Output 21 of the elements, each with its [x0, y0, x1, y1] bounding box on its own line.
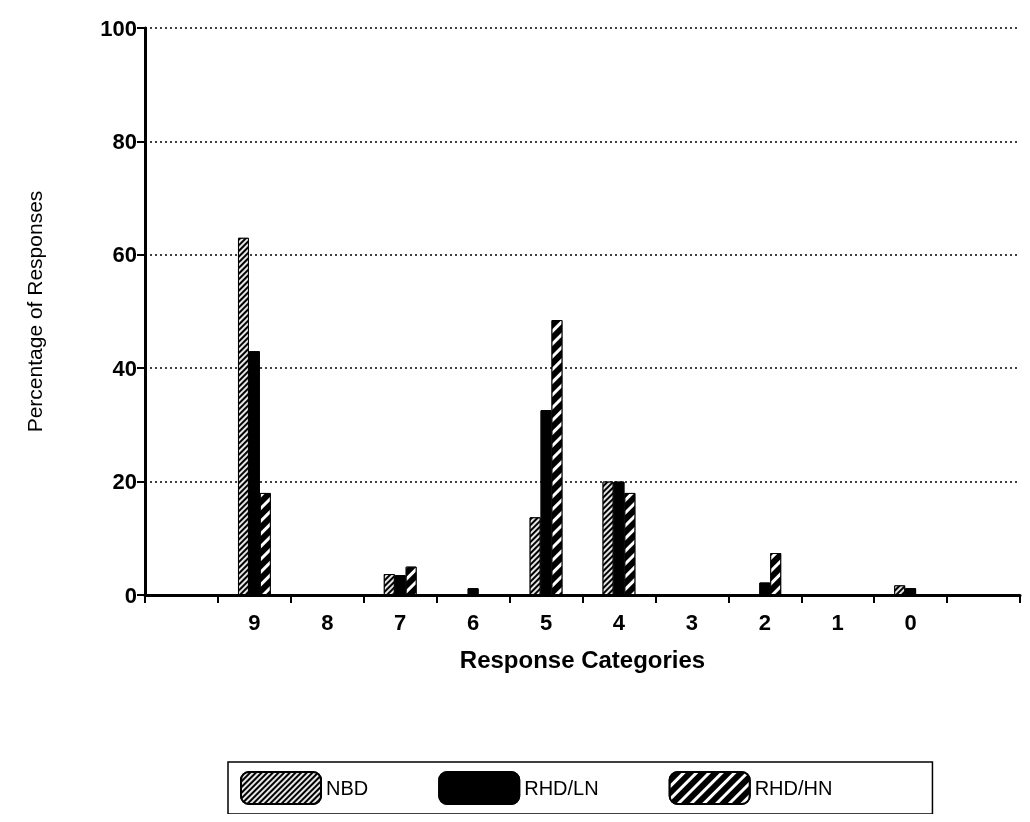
legend-label: RHD/HN [754, 777, 833, 799]
x-tick-label: 1 [831, 609, 844, 635]
y-tick-label: 0 [124, 582, 137, 608]
x-tick-label: 3 [685, 609, 698, 635]
x-tick-label: 6 [467, 609, 480, 635]
x-tick-label: 9 [248, 609, 261, 635]
y-tick-label: 60 [112, 242, 137, 268]
y-tick-label: 20 [112, 469, 137, 495]
x-tick-label: 7 [394, 609, 407, 635]
x-tick-label: 2 [758, 609, 771, 635]
x-tick-label: 4 [612, 609, 626, 635]
x-tick-label: 5 [539, 609, 553, 635]
legend-label: NBD [326, 777, 369, 799]
y-tick-label: 40 [112, 355, 137, 381]
x-axis-title: Response Categories [459, 645, 706, 673]
x-tick-label: 0 [904, 609, 917, 635]
legend-label: RHD/LN [524, 777, 599, 799]
y-tick-label: 80 [112, 128, 137, 154]
y-tick-label: 100 [100, 15, 137, 41]
x-tick-label: 8 [321, 609, 334, 635]
y-axis-title: Percentage of Responses [23, 190, 46, 433]
